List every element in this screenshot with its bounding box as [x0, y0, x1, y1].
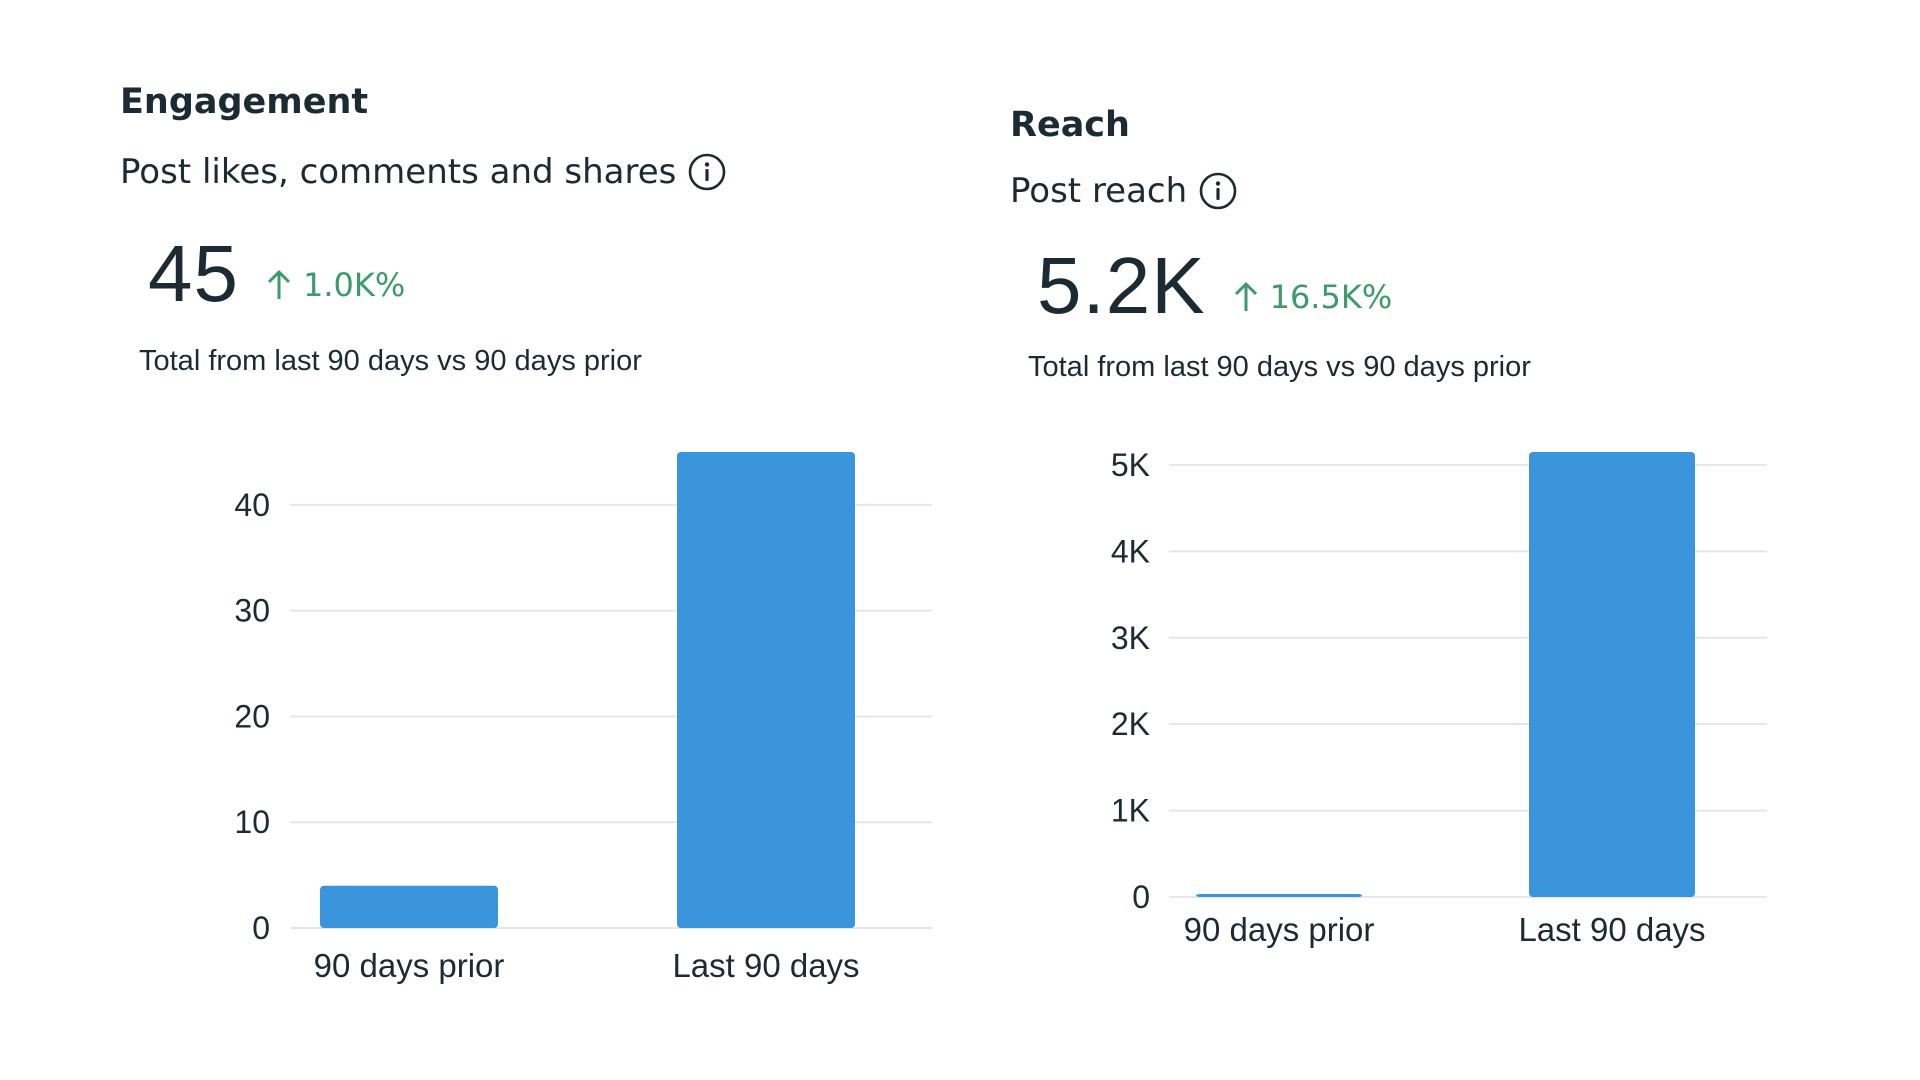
reach-chart-ytick-label: 3K — [1111, 620, 1150, 656]
engagement-chart-ytick-label: 30 — [234, 593, 270, 629]
reach-chart-bar[interactable] — [1529, 452, 1695, 897]
engagement-chart-category-label: Last 90 days — [672, 947, 859, 984]
reach-chart-ytick-label: 2K — [1111, 706, 1150, 742]
reach-change-value: 16.5K% — [1269, 278, 1393, 316]
engagement-chart-bar[interactable] — [677, 452, 855, 928]
reach-title: Reach — [1010, 105, 1130, 145]
reach-caption: Total from last 90 days vs 90 days prior — [1028, 351, 1531, 383]
engagement-subtitle: Post likes, comments and shares — [120, 152, 677, 192]
reach-chart-ytick-label: 0 — [1132, 879, 1150, 915]
engagement-change-value: 1.0K% — [302, 266, 406, 304]
arrow-up-icon — [1232, 281, 1260, 313]
engagement-chart: 0 10 20 30 40 90 days prior Last 90 days — [234, 452, 932, 984]
engagement-chart-ytick-label: 20 — [234, 698, 270, 734]
reach-panel: Reach Post reach 5.2K 16.5K% Total from … — [960, 0, 1920, 1080]
engagement-metric: 45 1.0K% — [148, 228, 405, 320]
reach-chart-bar[interactable] — [1196, 894, 1362, 897]
reach-subtitle: Post reach — [1010, 171, 1188, 211]
engagement-change: 1.0K% — [265, 266, 405, 304]
info-icon[interactable] — [688, 153, 726, 191]
info-icon[interactable] — [1199, 172, 1237, 210]
reach-chart-category-label: Last 90 days — [1518, 911, 1705, 948]
engagement-chart-category-label: 90 days prior — [314, 947, 505, 984]
engagement-chart-bar[interactable] — [320, 885, 498, 928]
reach-chart: 0 1K 2K 3K 4K 5K 90 days prior Last 90 days — [1111, 447, 1767, 948]
reach-chart-ytick-label: 4K — [1111, 533, 1150, 569]
reach-chart-ytick-label: 1K — [1111, 793, 1150, 829]
reach-chart-ytick-label: 5K — [1111, 447, 1150, 483]
engagement-title: Engagement — [120, 82, 369, 122]
reach-change: 16.5K% — [1232, 278, 1393, 316]
engagement-chart-ytick-label: 40 — [234, 487, 270, 523]
engagement-panel: Engagement Post likes, comments and shar… — [120, 82, 932, 984]
arrow-up-icon — [265, 269, 293, 301]
reach-metric: 5.2K 16.5K% — [1037, 240, 1392, 332]
engagement-chart-ytick-label: 0 — [252, 910, 270, 946]
reach-value: 5.2K — [1037, 241, 1206, 330]
engagement-chart-ytick-label: 10 — [234, 804, 270, 840]
reach-subtitle-row: Post reach — [1010, 171, 1237, 211]
engagement-caption: Total from last 90 days vs 90 days prior — [139, 345, 642, 377]
engagement-value: 45 — [148, 229, 239, 318]
engagement-subtitle-row: Post likes, comments and shares — [120, 152, 726, 192]
reach-chart-category-label: 90 days prior — [1184, 911, 1375, 948]
